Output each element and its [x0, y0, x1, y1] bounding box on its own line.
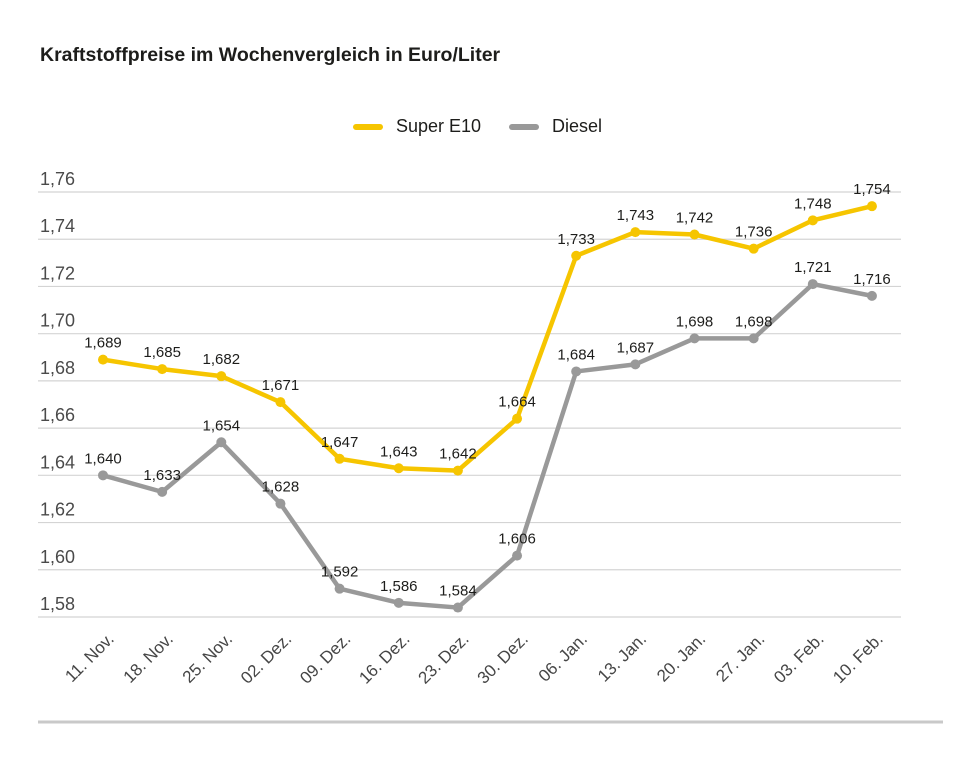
data-label-diesel: 1,586: [380, 578, 418, 595]
data-label-diesel: 1,698: [676, 313, 714, 330]
data-point-diesel: [512, 550, 523, 561]
data-point-super-e10: [216, 371, 227, 382]
y-axis-tick-label: 1,66: [40, 405, 75, 425]
data-point-super-e10: [275, 397, 286, 408]
data-point-super-e10: [748, 243, 759, 254]
y-axis-tick-label: 1,76: [40, 169, 75, 189]
y-axis-tick-label: 1,68: [40, 358, 75, 378]
y-axis-tick-label: 1,60: [40, 547, 75, 567]
x-axis-tick-label: 18. Nov.: [120, 629, 177, 686]
data-label-diesel: 1,654: [203, 417, 241, 434]
x-axis-tick-label: 13. Jan.: [594, 629, 650, 685]
y-axis-tick-label: 1,64: [40, 452, 75, 472]
data-label-diesel: 1,606: [498, 531, 536, 548]
data-point-super-e10: [452, 465, 463, 476]
chart-title: Kraftstoffpreise im Wochenvergleich in E…: [40, 44, 501, 66]
data-point-super-e10: [157, 364, 168, 375]
data-label-diesel: 1,640: [84, 450, 122, 467]
legend-item-super-e10: Super E10: [352, 116, 482, 137]
y-axis-tick-label: 1,72: [40, 263, 75, 283]
data-label-diesel: 1,633: [143, 467, 181, 484]
data-point-diesel: [630, 359, 641, 370]
x-axis-tick-label: 03. Feb.: [770, 629, 828, 687]
data-point-diesel: [334, 583, 345, 594]
x-axis-tick-label: 06. Jan.: [535, 629, 591, 685]
data-point-diesel: [98, 470, 108, 481]
x-axis-tick-label: 30. Dez.: [474, 629, 532, 687]
data-point-super-e10: [512, 413, 523, 424]
data-point-super-e10: [630, 227, 641, 238]
data-label-super-e10: 1,689: [84, 335, 122, 352]
data-label-super-e10: 1,736: [735, 224, 773, 241]
x-axis-tick-label: 16. Dez.: [355, 629, 413, 687]
y-axis-tick-label: 1,58: [40, 594, 75, 614]
data-point-diesel: [157, 486, 168, 497]
legend-swatch-diesel-icon: [509, 123, 540, 130]
data-point-diesel: [571, 366, 582, 377]
data-label-super-e10: 1,682: [203, 351, 241, 368]
x-axis-tick-label: 23. Dez.: [415, 629, 473, 687]
data-label-super-e10: 1,642: [439, 446, 477, 463]
data-label-super-e10: 1,742: [676, 210, 714, 227]
data-point-diesel: [748, 333, 759, 344]
data-label-super-e10: 1,643: [380, 443, 418, 460]
data-point-diesel: [393, 597, 404, 608]
x-axis-tick-label: 11. Nov.: [61, 629, 117, 685]
data-label-diesel: 1,716: [853, 271, 891, 288]
data-label-super-e10: 1,685: [143, 344, 181, 361]
data-point-super-e10: [571, 250, 582, 261]
x-axis-tick-label: 27. Jan.: [712, 629, 768, 685]
data-label-diesel: 1,628: [262, 479, 300, 496]
data-point-super-e10: [807, 215, 818, 226]
legend-label-diesel: Diesel: [552, 116, 603, 136]
legend-swatch-super-e10-icon: [352, 123, 383, 130]
data-point-diesel: [216, 437, 227, 448]
x-axis-tick-label: 02. Dez.: [237, 629, 295, 687]
data-point-super-e10: [866, 201, 877, 212]
data-label-super-e10: 1,671: [262, 377, 300, 394]
x-axis-tick-label: 20. Jan.: [653, 629, 709, 685]
legend-label-super-e10: Super E10: [395, 116, 482, 136]
legend-item-diesel: Diesel: [509, 116, 602, 137]
x-axis-tick-label: 09. Dez.: [296, 629, 354, 687]
y-axis-tick-label: 1,74: [40, 216, 75, 236]
data-label-super-e10: 1,748: [794, 195, 832, 212]
data-label-diesel: 1,592: [321, 564, 359, 581]
data-point-diesel: [866, 290, 877, 301]
series-line-super-e10: [100, 203, 875, 473]
chart-legend: Super E10 Diesel: [0, 116, 955, 137]
data-point-diesel: [275, 498, 286, 509]
x-axis-tick-label: 10. Feb.: [829, 629, 887, 687]
data-label-diesel: 1,584: [439, 583, 477, 600]
data-point-diesel: [689, 333, 700, 344]
data-label-diesel: 1,687: [617, 339, 655, 356]
data-label-super-e10: 1,754: [853, 181, 891, 198]
data-label-super-e10: 1,743: [617, 207, 655, 224]
y-axis-tick-label: 1,62: [40, 500, 75, 520]
data-point-diesel: [807, 279, 818, 290]
data-label-super-e10: 1,647: [321, 434, 359, 451]
series-line-diesel: [100, 281, 875, 610]
data-point-super-e10: [689, 229, 700, 240]
y-axis-tick-label: 1,70: [40, 311, 75, 331]
data-label-diesel: 1,684: [557, 346, 595, 363]
data-point-super-e10: [393, 463, 404, 474]
x-axis-tick-label: 25. Nov.: [179, 629, 236, 686]
data-point-super-e10: [98, 354, 108, 365]
data-label-super-e10: 1,664: [498, 394, 536, 411]
data-label-diesel: 1,698: [735, 313, 773, 330]
data-label-super-e10: 1,733: [557, 231, 595, 248]
data-point-super-e10: [334, 453, 345, 464]
data-label-diesel: 1,721: [794, 259, 832, 276]
data-point-diesel: [452, 602, 463, 613]
